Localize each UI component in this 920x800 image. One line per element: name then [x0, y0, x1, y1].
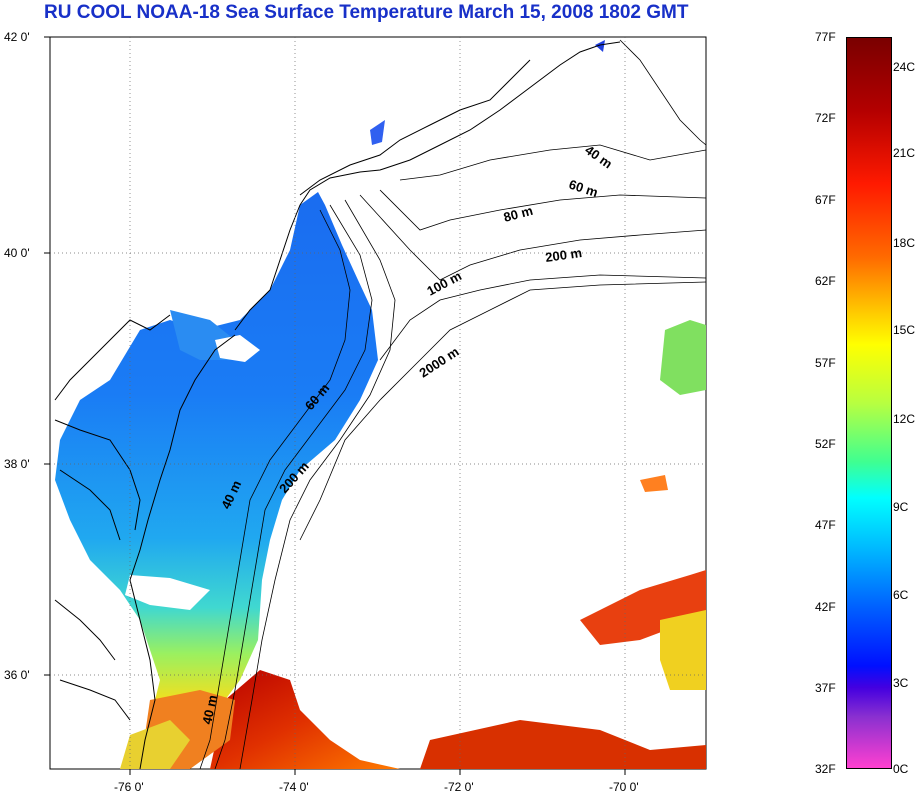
colorbar-c-label: 15C: [893, 323, 916, 337]
lat-label: 36 0': [4, 668, 30, 682]
colorbar-c-label: 9C: [893, 500, 909, 514]
colorbar-c-label: 3C: [893, 676, 909, 690]
lon-label: -74 0': [279, 780, 309, 794]
gulf-stream: [210, 670, 400, 769]
colorbar-f-label: 77F: [815, 30, 836, 44]
isobaths: [199, 39, 706, 769]
temperature-colorbar: [846, 37, 892, 769]
colorbar-f-label: 67F: [815, 193, 836, 207]
colorbar-c-label: 18C: [893, 236, 916, 250]
colorbar-f-label: 37F: [815, 681, 836, 695]
colorbar-c-label: 6C: [893, 588, 909, 602]
sst-field: [55, 40, 706, 769]
colorbar-c-label: 21C: [893, 146, 916, 160]
contour-label: 80 m: [502, 203, 535, 225]
contour-label: 200 m: [544, 245, 583, 265]
colorbar-f-label: 42F: [815, 600, 836, 614]
colorbar-c-label: 12C: [893, 412, 916, 426]
colorbar-c-label: 0C: [893, 762, 909, 776]
coastline: [54, 41, 621, 769]
map-title: RU COOL NOAA-18 Sea Surface Temperature …: [44, 2, 689, 23]
shelf-water: [55, 192, 378, 769]
lat-label: 42 0': [4, 30, 30, 44]
colorbar-f-label: 47F: [815, 518, 836, 532]
lon-label: -72 0': [444, 780, 474, 794]
lat-label: 38 0': [4, 457, 30, 471]
colorbar-f-label: 57F: [815, 356, 836, 370]
lon-label: -76 0': [114, 780, 144, 794]
colorbar-f-label: 72F: [815, 111, 836, 125]
lon-label: -70 0': [609, 780, 639, 794]
lat-label: 40 0': [4, 246, 30, 260]
colorbar-c-label: 24C: [893, 60, 916, 74]
colorbar-f-label: 52F: [815, 437, 836, 451]
contour-label: 40 m: [199, 694, 220, 726]
grid: [50, 37, 706, 769]
colorbar-f-label: 32F: [815, 762, 836, 776]
colorbar-f-label: 62F: [815, 274, 836, 288]
